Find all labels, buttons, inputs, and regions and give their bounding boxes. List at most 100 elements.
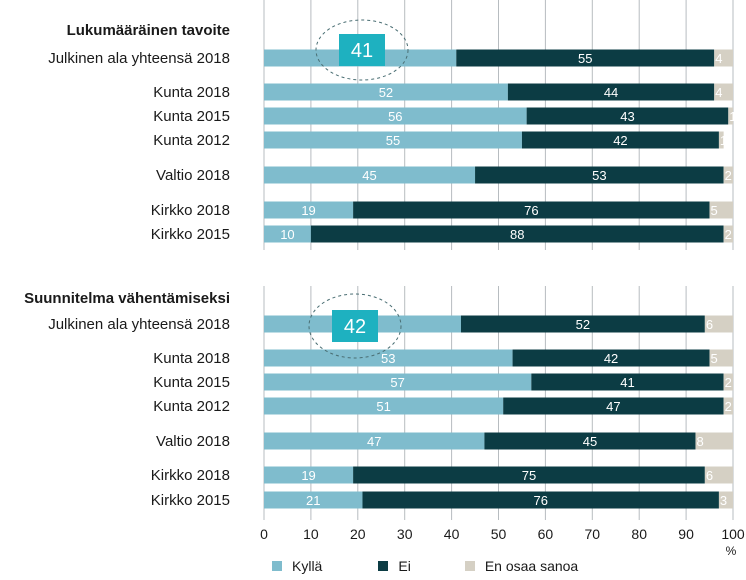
x-tick-label: 0	[260, 526, 268, 542]
legend-swatch-ei	[378, 561, 389, 571]
data-label-ei: 43	[620, 109, 634, 124]
data-label-ei: 44	[604, 85, 618, 100]
data-label-en-osaa-sanoa: 8	[696, 434, 703, 449]
bar-segment-ei	[460, 315, 705, 333]
bar-segment-kylla	[264, 225, 311, 243]
x-tick-label: 80	[631, 526, 647, 542]
highlight-ring	[315, 19, 409, 81]
bar-segment-ei	[521, 131, 719, 149]
data-label-kylla: 57	[390, 375, 404, 390]
bar-segment-kylla	[264, 373, 532, 391]
bar-segment-kylla	[264, 201, 354, 219]
data-label-ei: 75	[522, 468, 536, 483]
row-label: Kunta 2015	[153, 108, 230, 125]
data-label-kylla: 51	[376, 399, 390, 414]
row-label: Kirkko 2015	[151, 226, 230, 243]
legend-label-kylla: Kyllä	[292, 558, 323, 574]
x-tick-label: 60	[538, 526, 554, 542]
data-label-ei: 76	[524, 203, 538, 218]
x-tick-label: 50	[491, 526, 507, 542]
panel-title: Lukumääräinen tavoite	[67, 22, 230, 39]
data-label-ei: 45	[583, 434, 597, 449]
x-unit-label: %	[726, 544, 737, 558]
data-label-en-osaa-sanoa: 3	[720, 493, 727, 508]
bar-segment-kylla	[264, 432, 485, 450]
bar-segment-en-osaa-sanoa	[709, 201, 733, 219]
legend-item-kylla: Kyllä	[272, 558, 322, 574]
data-label-kylla: 45	[362, 168, 376, 183]
data-label-en-osaa-sanoa: 4	[715, 51, 722, 66]
legend-label-ei: Ei	[398, 558, 411, 574]
x-tick-label: 10	[303, 526, 319, 542]
data-label-en-osaa-sanoa: 2	[725, 168, 732, 183]
bar-segment-ei	[484, 432, 696, 450]
bar-segment-en-osaa-sanoa	[714, 83, 733, 101]
legend-swatch-kylla	[272, 561, 282, 571]
bar-segment-ei	[503, 397, 724, 415]
legend-swatch-en-osaa-sanoa	[464, 561, 475, 571]
bar-segment-en-osaa-sanoa	[723, 397, 733, 415]
x-axis: 0 10 20 30 40 50 60 70 80 90 100%	[260, 526, 745, 558]
row-label: Kunta 2018	[153, 84, 230, 101]
bar-segment-ei	[353, 466, 705, 484]
data-label-ei: 55	[578, 51, 592, 66]
data-label-ei: 47	[606, 399, 620, 414]
data-label-en-osaa-sanoa: 1	[729, 109, 736, 124]
data-label-en-osaa-sanoa: 5	[711, 203, 718, 218]
row-label: Kunta 2015	[153, 374, 230, 391]
x-tick-label: 20	[350, 526, 366, 542]
x-tick-label: 90	[678, 526, 694, 542]
data-label-en-osaa-sanoa: 2	[725, 375, 732, 390]
data-label-kylla: 19	[301, 203, 315, 218]
data-label-kylla: 47	[367, 434, 381, 449]
data-label-en-osaa-sanoa: 4	[715, 85, 722, 100]
panel-title: Suunnitelma vähentämiseksi	[24, 290, 230, 307]
data-label-ei: 88	[510, 227, 524, 242]
row-label: Julkinen ala yhteensä 2018	[48, 50, 230, 67]
data-label-en-osaa-sanoa: 5	[711, 351, 718, 366]
bar-segment-en-osaa-sanoa	[718, 491, 733, 509]
data-label-kylla: 21	[306, 493, 320, 508]
bar-segment-ei	[475, 166, 724, 184]
bar-segment-ei	[507, 83, 715, 101]
data-label-kylla: 53	[381, 351, 395, 366]
bar-segment-kylla	[264, 131, 522, 149]
bar-segment-en-osaa-sanoa	[723, 166, 733, 184]
bar-segment-en-osaa-sanoa	[723, 225, 733, 243]
highlight-ring	[308, 293, 402, 359]
x-tick-label: 70	[585, 526, 601, 542]
data-label-kylla: 56	[388, 109, 402, 124]
bar-segment-en-osaa-sanoa	[728, 107, 733, 125]
bar-segment-ei	[512, 349, 710, 367]
data-label-kylla: 19	[301, 468, 315, 483]
data-label-en-osaa-sanoa: 2	[725, 399, 732, 414]
bar-segment-kylla	[264, 349, 513, 367]
value-badge	[332, 310, 378, 342]
bar-segment-ei	[353, 201, 710, 219]
data-label-kylla: 10	[280, 227, 294, 242]
row-label: Kunta 2012	[153, 398, 230, 415]
bar-segment-kylla	[264, 466, 354, 484]
bar-segment-ei	[526, 107, 729, 125]
row-label: Kunta 2018	[153, 350, 230, 367]
data-label-ei: 76	[533, 493, 547, 508]
row-label: Kirkko 2018	[151, 202, 230, 219]
row-label: Valtio 2018	[156, 433, 230, 450]
panel-suunnitelma-vahentamiseksi: Suunnitelma vähentämiseksi Julkinen ala y…	[24, 290, 733, 509]
row-label: Julkinen ala yhteensä 2018	[48, 316, 230, 333]
bar-segment-ei	[310, 225, 724, 243]
bar-segment-kylla	[264, 83, 508, 101]
legend-label-en-osaa-sanoa: En osaa sanoa	[484, 558, 579, 574]
data-label-kylla: 52	[379, 85, 393, 100]
row-label: Kunta 2012	[153, 132, 230, 149]
bar-segment-en-osaa-sanoa	[704, 315, 733, 333]
x-tick-label: 30	[397, 526, 413, 542]
x-tick-label: 100	[721, 526, 745, 542]
value-badge	[339, 34, 385, 66]
bar-segment-en-osaa-sanoa	[714, 49, 733, 67]
row-label: Kirkko 2015	[151, 492, 230, 509]
legend-item-ei: Ei	[378, 558, 411, 574]
panel-lukumaarainen-tavoite: Lukumääräinen tavoite Julkinen ala yhteen…	[48, 19, 737, 243]
data-label-ei: 42	[613, 133, 627, 148]
